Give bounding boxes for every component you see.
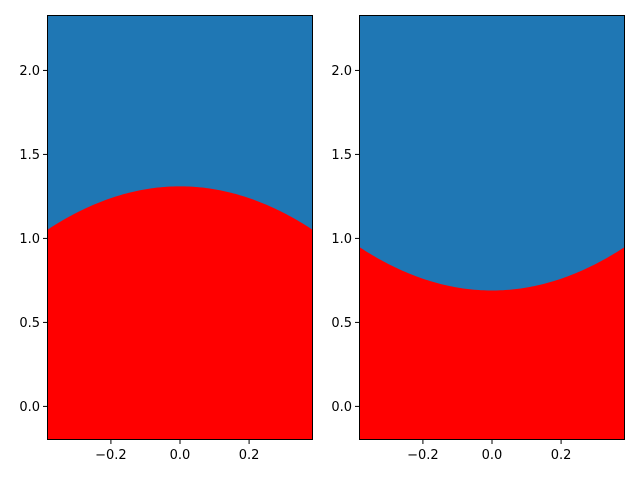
y-tick-label: 0.5 xyxy=(331,316,352,331)
y-tick-label: 0.0 xyxy=(19,400,40,415)
lower-region-fill xyxy=(47,186,313,440)
left-subplot: −0.2 0.0 0.2 0.0 0.5 1.0 1.5 2.0 xyxy=(19,15,313,463)
y-tick-label: 1.0 xyxy=(331,232,352,247)
y-tick-label: 2.0 xyxy=(19,64,40,79)
x-tick-label: 0.2 xyxy=(551,448,572,463)
x-tick-label: −0.2 xyxy=(95,448,127,463)
y-tick-label: 1.5 xyxy=(331,148,352,163)
axes-frame xyxy=(359,15,625,440)
y-tick-label: 2.0 xyxy=(331,64,352,79)
x-tick-label: −0.2 xyxy=(407,448,439,463)
axes-frame xyxy=(47,15,313,440)
y-tick-label: 1.0 xyxy=(19,232,40,247)
y-tick-label: 0.0 xyxy=(331,400,352,415)
x-tick-label: 0.2 xyxy=(239,448,260,463)
x-tick-label: 0.0 xyxy=(170,448,191,463)
right-subplot: −0.2 0.0 0.2 0.0 0.5 1.0 1.5 2.0 xyxy=(331,15,625,463)
y-tick-label: 0.5 xyxy=(19,316,40,331)
lower-region-fill xyxy=(359,246,625,440)
y-tick-label: 1.5 xyxy=(19,148,40,163)
x-tick-label: 0.0 xyxy=(482,448,503,463)
